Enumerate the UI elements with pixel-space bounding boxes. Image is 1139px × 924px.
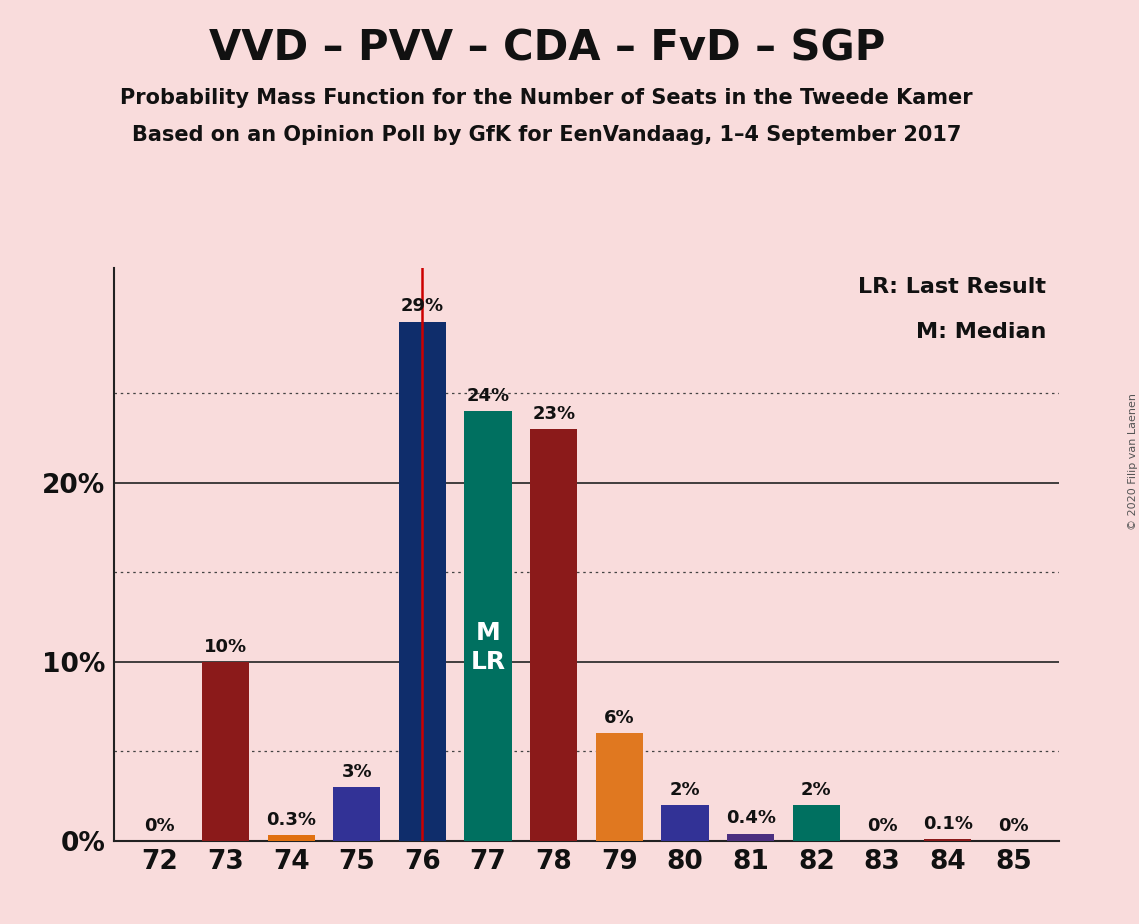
Text: M: Median: M: Median	[916, 322, 1046, 342]
Text: 3%: 3%	[342, 763, 372, 781]
Bar	[662, 805, 708, 841]
Text: 2%: 2%	[670, 781, 700, 798]
Text: 0%: 0%	[145, 817, 175, 834]
Text: 0.4%: 0.4%	[726, 809, 776, 827]
Text: 23%: 23%	[532, 405, 575, 423]
Text: 0.3%: 0.3%	[267, 811, 317, 829]
Bar	[793, 805, 839, 841]
Bar	[202, 662, 249, 841]
Text: VVD – PVV – CDA – FvD – SGP: VVD – PVV – CDA – FvD – SGP	[208, 28, 885, 69]
Bar	[530, 429, 577, 841]
Bar	[268, 835, 314, 841]
Text: © 2020 Filip van Laenen: © 2020 Filip van Laenen	[1129, 394, 1138, 530]
Bar	[727, 833, 775, 841]
Bar	[399, 322, 446, 841]
Text: 0.1%: 0.1%	[923, 815, 973, 833]
Bar	[334, 787, 380, 841]
Text: 29%: 29%	[401, 298, 444, 315]
Text: Based on an Opinion Poll by GfK for EenVandaag, 1–4 September 2017: Based on an Opinion Poll by GfK for EenV…	[132, 125, 961, 145]
Bar	[465, 411, 511, 841]
Bar	[924, 839, 972, 841]
Text: 0%: 0%	[867, 817, 898, 834]
Text: 6%: 6%	[604, 709, 634, 727]
Text: 0%: 0%	[998, 817, 1029, 834]
Text: M
LR: M LR	[470, 621, 506, 675]
Bar	[596, 734, 644, 841]
Text: 24%: 24%	[467, 387, 509, 405]
Text: Probability Mass Function for the Number of Seats in the Tweede Kamer: Probability Mass Function for the Number…	[121, 88, 973, 108]
Text: 2%: 2%	[801, 781, 831, 798]
Text: LR: Last Result: LR: Last Result	[858, 277, 1046, 297]
Text: 10%: 10%	[204, 638, 247, 655]
